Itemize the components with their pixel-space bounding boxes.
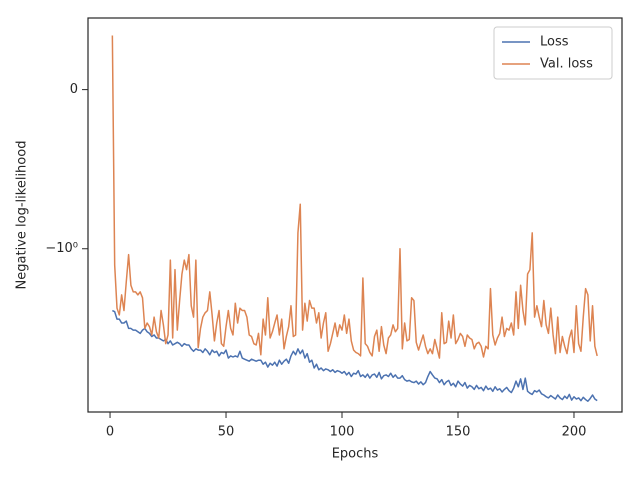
x-axis-label: Epochs [332, 447, 379, 462]
y-axis-label: Negative log-likelihood [15, 141, 30, 290]
plot-frame [87, 17, 623, 413]
x-tick-label: 50 [218, 425, 235, 440]
x-tick-label: 200 [562, 425, 587, 440]
y-tick-label: −10⁰ [45, 241, 78, 256]
legend-label: Loss [540, 35, 569, 50]
x-tick-label: 0 [106, 425, 114, 440]
x-tick-label: 150 [446, 425, 471, 440]
line [112, 309, 598, 402]
y-tick-label: 0 [70, 82, 78, 97]
legend-box [493, 26, 613, 80]
line [111, 35, 598, 359]
legend-label: Val. loss [540, 57, 593, 72]
x-tick-label: 100 [330, 425, 355, 440]
